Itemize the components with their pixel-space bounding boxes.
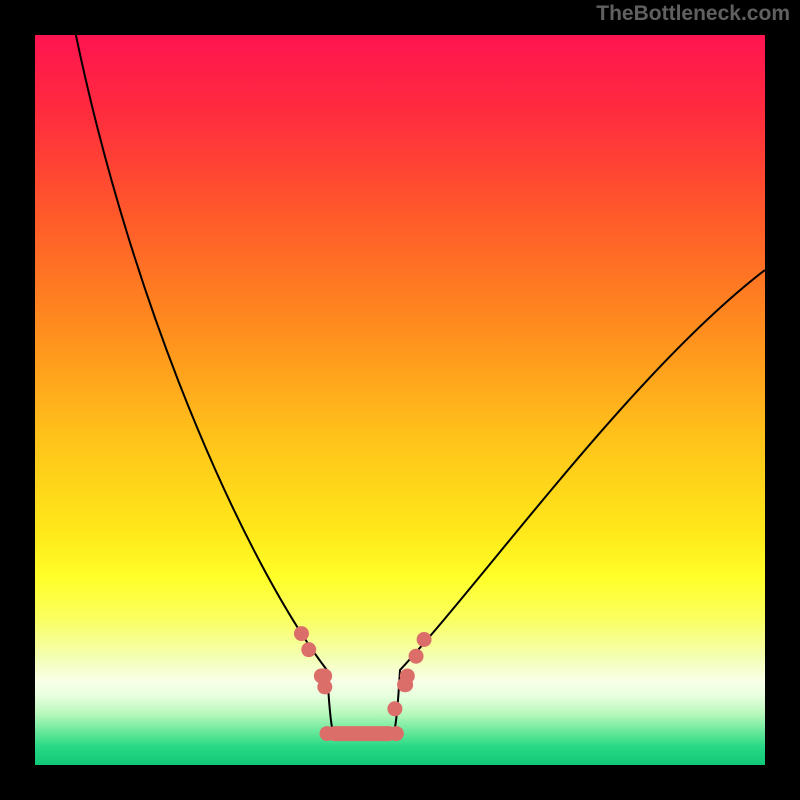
highlight-bar (327, 726, 396, 741)
bottleneck-chart (0, 0, 800, 800)
chart-stage: TheBottleneck.com (0, 0, 800, 800)
highlight-dot (387, 701, 402, 716)
highlight-dot (301, 642, 316, 657)
gradient-background (35, 35, 765, 765)
highlight-dot (294, 626, 309, 641)
highlight-dot (389, 726, 404, 741)
highlight-dot (409, 649, 424, 664)
watermark-text: TheBottleneck.com (596, 2, 790, 26)
highlight-dot (320, 726, 335, 741)
highlight-dot (400, 668, 415, 683)
highlight-dot (317, 679, 332, 694)
highlight-dot (417, 632, 432, 647)
